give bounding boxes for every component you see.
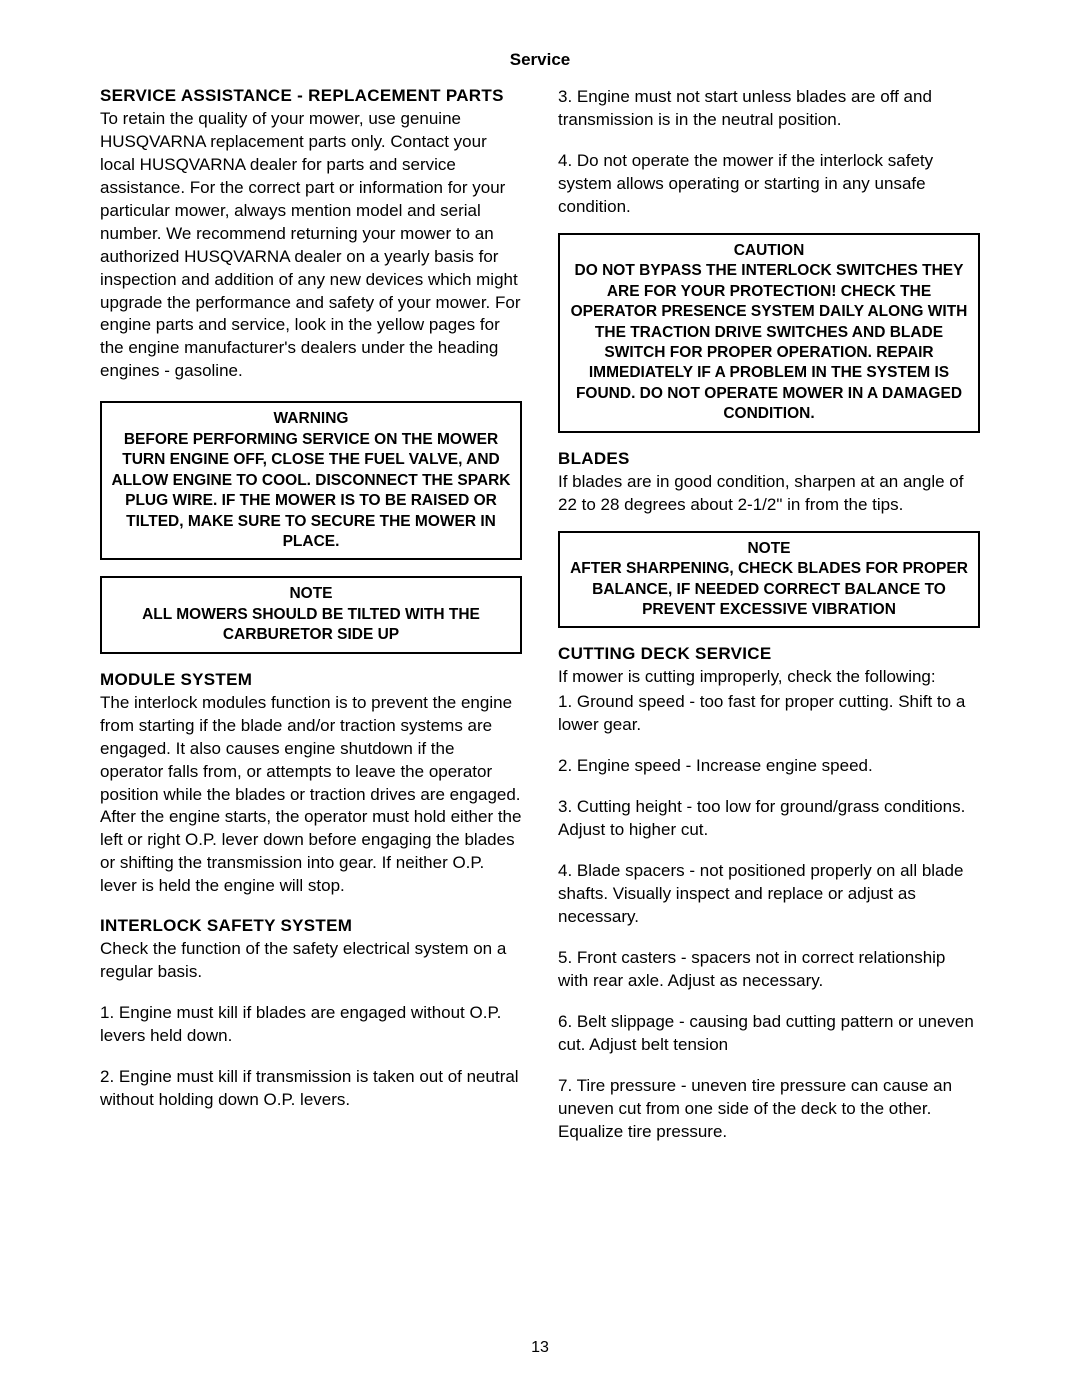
body-interlock-intro: Check the function of the safety electri… (100, 938, 522, 984)
note-box-left: NOTE ALL MOWERS SHOULD BE TILTED WITH TH… (100, 576, 522, 653)
body-interlock-2: 2. Engine must kill if transmission is t… (100, 1066, 522, 1112)
body-interlock-4: 4. Do not operate the mower if the inter… (558, 150, 980, 219)
body-interlock-1: 1. Engine must kill if blades are engage… (100, 1002, 522, 1048)
note-box-right-title: NOTE (568, 539, 970, 559)
caution-box-title: CAUTION (568, 241, 970, 261)
note-box-left-title: NOTE (110, 584, 512, 604)
caution-box: CAUTION DO NOT BYPASS THE INTERLOCK SWIT… (558, 233, 980, 433)
body-deck-2: 2. Engine speed - Increase engine speed. (558, 755, 980, 778)
body-blades: If blades are in good condition, sharpen… (558, 471, 980, 517)
note-box-right-body: AFTER SHARPENING, CHECK BLADES FOR PROPE… (570, 560, 968, 618)
body-deck-1: 1. Ground speed - too fast for proper cu… (558, 691, 980, 737)
body-module: The interlock modules function is to pre… (100, 692, 522, 898)
page-heading: Service (100, 50, 980, 70)
body-deck-6: 6. Belt slippage - causing bad cutting p… (558, 1011, 980, 1057)
body-deck-7: 7. Tire pressure - uneven tire pressure … (558, 1075, 980, 1144)
warning-box-title: WARNING (110, 409, 512, 429)
right-column: 3. Engine must not start unless blades a… (558, 86, 980, 1153)
section-title-module: MODULE SYSTEM (100, 670, 522, 690)
page: Service SERVICE ASSISTANCE - REPLACEMENT… (0, 0, 1080, 1397)
body-deck-intro: If mower is cutting improperly, check th… (558, 666, 980, 689)
section-title-service-assist: SERVICE ASSISTANCE - REPLACEMENT PARTS (100, 86, 522, 106)
left-column: SERVICE ASSISTANCE - REPLACEMENT PARTS T… (100, 86, 522, 1153)
section-title-interlock: INTERLOCK SAFETY SYSTEM (100, 916, 522, 936)
body-interlock-3: 3. Engine must not start unless blades a… (558, 86, 980, 132)
warning-box-body: BEFORE PERFORMING SERVICE ON THE MOWER T… (112, 431, 511, 550)
page-number: 13 (0, 1339, 1080, 1357)
body-service-assist: To retain the quality of your mower, use… (100, 108, 522, 383)
note-box-left-body: ALL MOWERS SHOULD BE TILTED WITH THE CAR… (142, 606, 480, 643)
note-box-right: NOTE AFTER SHARPENING, CHECK BLADES FOR … (558, 531, 980, 629)
section-title-deck: CUTTING DECK SERVICE (558, 644, 980, 664)
body-deck-5: 5. Front casters - spacers not in correc… (558, 947, 980, 993)
columns-container: SERVICE ASSISTANCE - REPLACEMENT PARTS T… (100, 86, 980, 1153)
body-deck-4: 4. Blade spacers - not positioned proper… (558, 860, 980, 929)
body-deck-3: 3. Cutting height - too low for ground/g… (558, 796, 980, 842)
caution-box-body: DO NOT BYPASS THE INTERLOCK SWITCHES THE… (571, 262, 968, 422)
section-title-blades: BLADES (558, 449, 980, 469)
warning-box: WARNING BEFORE PERFORMING SERVICE ON THE… (100, 401, 522, 560)
